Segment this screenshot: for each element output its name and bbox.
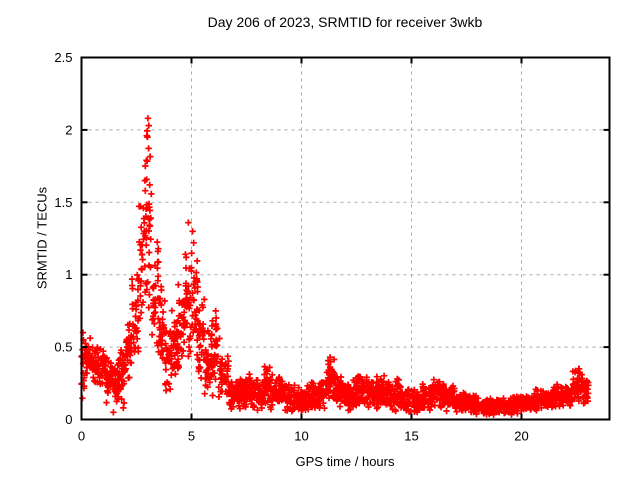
y-tick-label: 1 — [65, 267, 72, 282]
y-tick-label: 2 — [65, 122, 72, 137]
x-tick-label: 0 — [78, 429, 85, 444]
y-tick-label: 0.5 — [54, 340, 72, 355]
plot-border — [80, 56, 611, 421]
x-tick-label: 15 — [404, 429, 418, 444]
y-tick-label: 1.5 — [54, 195, 72, 210]
y-tick-label: 0 — [65, 412, 72, 427]
chart-title: Day 206 of 2023, SRMTID for receiver 3wk… — [207, 14, 483, 30]
x-axis-label: GPS time / hours — [295, 454, 395, 469]
x-tick-label: 5 — [188, 429, 195, 444]
x-tick-label: 10 — [294, 429, 308, 444]
y-tick-label: 2.5 — [54, 50, 72, 65]
scatter-points — [78, 115, 592, 418]
x-tick-label: 20 — [514, 429, 528, 444]
